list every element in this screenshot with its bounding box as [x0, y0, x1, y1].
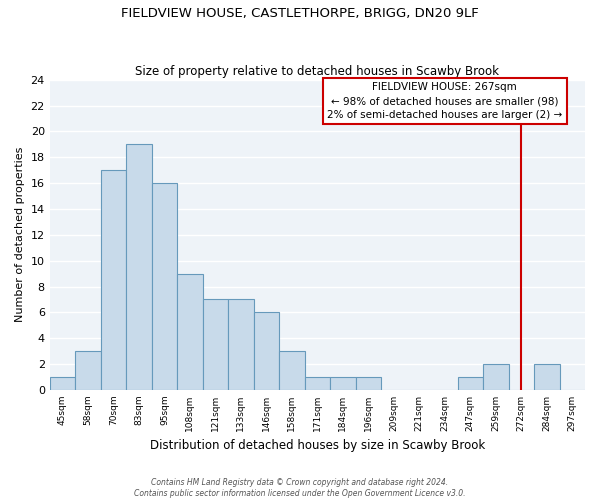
- Bar: [50, 377, 75, 390]
- Bar: [101, 170, 126, 390]
- Bar: [126, 144, 152, 390]
- Bar: [177, 274, 203, 390]
- Bar: [228, 300, 254, 390]
- Bar: [305, 377, 330, 390]
- Bar: [458, 377, 483, 390]
- Bar: [254, 312, 279, 390]
- Bar: [483, 364, 509, 390]
- Bar: [330, 377, 356, 390]
- Bar: [203, 300, 228, 390]
- Bar: [356, 377, 381, 390]
- Text: Contains HM Land Registry data © Crown copyright and database right 2024.
Contai: Contains HM Land Registry data © Crown c…: [134, 478, 466, 498]
- Y-axis label: Number of detached properties: Number of detached properties: [15, 147, 25, 322]
- Text: FIELDVIEW HOUSE: 267sqm
← 98% of detached houses are smaller (98)
2% of semi-det: FIELDVIEW HOUSE: 267sqm ← 98% of detache…: [327, 82, 562, 120]
- X-axis label: Distribution of detached houses by size in Scawby Brook: Distribution of detached houses by size …: [150, 440, 485, 452]
- Title: Size of property relative to detached houses in Scawby Brook: Size of property relative to detached ho…: [136, 66, 499, 78]
- Bar: [152, 183, 177, 390]
- Bar: [534, 364, 560, 390]
- Bar: [75, 351, 101, 390]
- Text: FIELDVIEW HOUSE, CASTLETHORPE, BRIGG, DN20 9LF: FIELDVIEW HOUSE, CASTLETHORPE, BRIGG, DN…: [121, 8, 479, 20]
- Bar: [279, 351, 305, 390]
